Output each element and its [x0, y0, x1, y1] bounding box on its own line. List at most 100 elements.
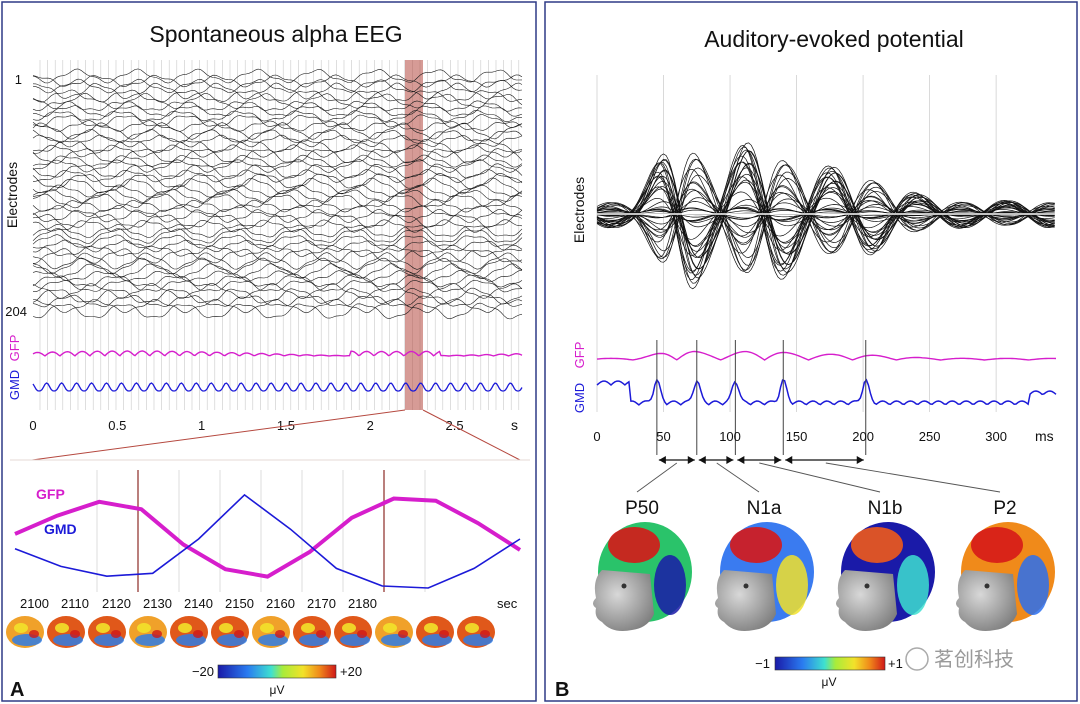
scalp-map-yellow — [383, 623, 397, 633]
scalp-map-yellow — [301, 623, 315, 633]
gmd-curve-b — [596, 378, 1057, 406]
component-label: N1a — [747, 498, 782, 519]
electrode-trace — [32, 68, 523, 84]
electrode-trace — [32, 184, 523, 198]
electrode-trace — [32, 74, 523, 88]
component-label: P50 — [625, 498, 659, 519]
scalp-map — [47, 616, 85, 648]
electrode-first-label: 1 — [15, 72, 22, 87]
gmd-label-zoom: GMD — [44, 521, 77, 537]
electrode-trace — [32, 199, 523, 213]
colorbar-unit-a: μV — [270, 683, 285, 697]
scalp-map-region — [897, 555, 929, 615]
electrode-trace — [32, 252, 523, 270]
segment-arrow-head — [737, 456, 745, 464]
scalp-map-hotspot — [730, 527, 782, 563]
electrode-trace — [32, 294, 523, 308]
head-eye — [743, 583, 749, 589]
zoom-tick-label: 2110 — [61, 596, 89, 611]
panel-a: Spontaneous alpha EEG 1 204 Electrodes G… — [1, 1, 537, 702]
zoom-connector-right — [422, 409, 521, 461]
scalp-map — [293, 616, 331, 648]
scalp-map-red — [316, 630, 326, 638]
scalp-map-yellow — [465, 623, 479, 633]
scalp-map-red — [193, 630, 203, 638]
component-maps-b: P50 N1a N1b P2 — [593, 462, 1055, 631]
electrode-trace — [32, 120, 523, 132]
zoom-time-unit: sec — [497, 596, 518, 611]
head-face — [715, 570, 776, 631]
gmd-curve-a — [32, 382, 523, 392]
electrode-trace — [596, 150, 1055, 270]
electrode-trace — [32, 154, 523, 168]
gmd-curve-zoom — [14, 493, 521, 589]
electrode-trace — [32, 219, 523, 233]
electrode-trace — [32, 78, 523, 94]
scalp-map-yellow — [14, 623, 28, 633]
panel-b-title: Auditory-evoked potential — [704, 26, 964, 52]
electrode-trace — [32, 169, 523, 183]
zoom-tick-label: 2130 — [143, 596, 172, 611]
component-label: P2 — [993, 498, 1016, 519]
scalp-map-red — [70, 630, 80, 638]
electrode-trace — [32, 298, 523, 314]
segment-arrow-head — [774, 456, 782, 464]
electrodes-axis-label-a: Electrodes — [4, 162, 20, 228]
electrode-trace — [32, 163, 523, 179]
electrode-trace — [32, 129, 523, 144]
scalp-map-yellow — [342, 623, 356, 633]
scalp-map-yellow — [178, 623, 192, 633]
electrode-trace — [32, 172, 523, 189]
time-tick-label: 0 — [593, 429, 600, 444]
colorbar-b — [774, 656, 886, 671]
segment-arrow-head — [726, 456, 734, 464]
scalp-map-region — [776, 555, 808, 615]
zoom-tick-label: 2160 — [266, 596, 295, 611]
electrode-trace — [32, 144, 523, 158]
panel-b-grid — [596, 75, 997, 412]
gfp-label-zoom: GFP — [36, 486, 65, 502]
time-tick-label: 300 — [985, 429, 1007, 444]
scalp-map — [88, 616, 126, 648]
segment-arrows-b — [658, 456, 864, 464]
zoom-tick-label: 2180 — [348, 596, 377, 611]
segment-arrow-head — [785, 456, 793, 464]
scalp-map — [252, 616, 290, 648]
electrode-traces-b — [596, 142, 1055, 290]
gfp-curve-zoom — [14, 496, 522, 579]
selected-window-band — [405, 60, 423, 410]
colorbar-min-b: −1 — [755, 656, 770, 671]
zoom-tick-label: 2100 — [20, 596, 49, 611]
panel-a-title: Spontaneous alpha EEG — [149, 21, 402, 47]
electrode-trace — [32, 105, 523, 117]
gfp-label-b: GFP — [572, 342, 587, 369]
panel-b-frame — [544, 1, 1078, 702]
watermark: 茗创科技 — [905, 647, 1014, 671]
scalp-map-yellow — [137, 623, 151, 633]
time-tick-label: 250 — [919, 429, 941, 444]
electrode-trace — [32, 228, 523, 244]
time-tick-label: 2.5 — [446, 418, 464, 433]
electrode-trace — [32, 274, 523, 288]
zoom-connector-left — [31, 409, 406, 461]
electrode-trace — [32, 82, 523, 100]
time-tick-label: 100 — [719, 429, 741, 444]
electrode-trace — [32, 263, 523, 279]
component-connector — [716, 462, 760, 493]
segment-arrow-head — [658, 456, 666, 464]
scalp-map-red — [275, 630, 285, 638]
electrode-trace — [596, 152, 1055, 272]
electrode-trace — [32, 100, 523, 112]
electrode-trace — [596, 168, 1055, 254]
colorbar-max-b: +1 — [888, 656, 903, 671]
scalp-map — [129, 616, 167, 648]
time-tick-label: 1 — [198, 418, 205, 433]
component-map-p50: P50 — [593, 462, 692, 631]
electrode-trace — [596, 146, 1055, 284]
electrode-trace — [32, 122, 523, 140]
scalp-map-hotspot — [851, 527, 903, 563]
zoom-time-axis: 2100 2110 2120 2130 2140 2150 2160 2170 2180 — [20, 596, 377, 611]
electrode-trace — [32, 302, 523, 320]
colorbar-min-a: −20 — [192, 664, 214, 679]
